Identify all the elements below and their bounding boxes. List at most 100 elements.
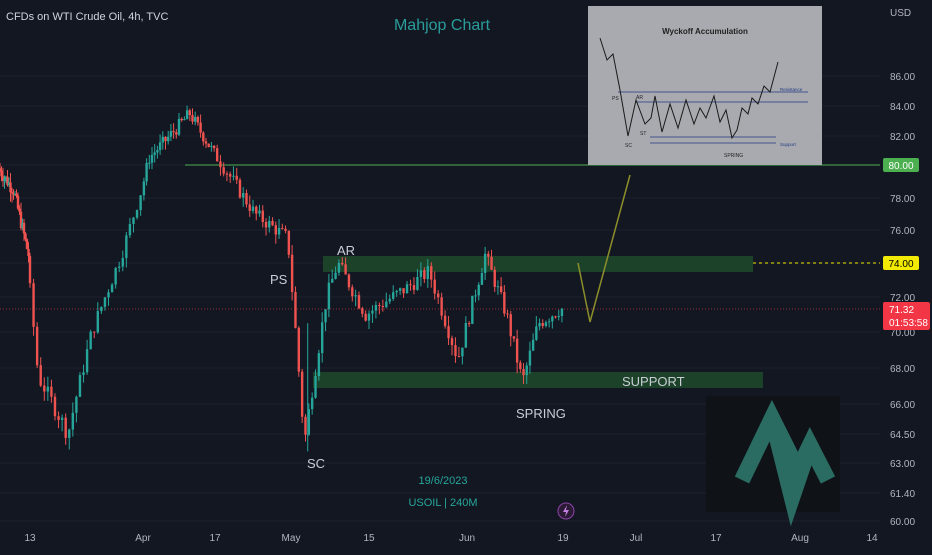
candle-body bbox=[271, 220, 274, 226]
candle-body bbox=[551, 316, 554, 322]
time-tick-label: 14 bbox=[866, 533, 878, 544]
candle-body bbox=[107, 292, 110, 298]
label-date: 19/6/2023 bbox=[419, 475, 468, 487]
candle-body bbox=[4, 176, 8, 179]
candle-body bbox=[557, 316, 560, 317]
candle-body bbox=[60, 417, 64, 420]
candle-body bbox=[423, 270, 426, 280]
candle-body bbox=[268, 220, 271, 228]
candle-body bbox=[337, 263, 341, 273]
candle-body bbox=[528, 350, 532, 366]
candle-body bbox=[317, 353, 321, 377]
level-74-badge bbox=[883, 256, 919, 270]
candle-body bbox=[158, 142, 162, 151]
candle-body bbox=[24, 233, 27, 240]
price-tick-label: 60.00 bbox=[890, 517, 915, 528]
candle-body bbox=[341, 263, 344, 265]
price-tick-label: 64.50 bbox=[890, 430, 915, 441]
candle-body bbox=[185, 110, 189, 120]
candle-body bbox=[509, 314, 512, 337]
candle-body bbox=[477, 284, 480, 296]
candle-body bbox=[334, 272, 337, 279]
label-ar: AR bbox=[337, 243, 355, 258]
label-sc: SC bbox=[307, 456, 325, 471]
candle-body bbox=[258, 210, 261, 214]
currency-label: USD bbox=[890, 8, 911, 19]
candle-body bbox=[310, 397, 314, 410]
candle-body bbox=[139, 195, 142, 211]
candle-body bbox=[544, 322, 548, 326]
candle-body bbox=[381, 306, 385, 308]
time-tick-label: 17 bbox=[209, 533, 221, 544]
candle-body bbox=[196, 116, 200, 123]
candle-body bbox=[519, 362, 522, 370]
price-tick-label: 86.00 bbox=[890, 72, 915, 83]
candle-body bbox=[19, 211, 23, 229]
time-tick-label: Jul bbox=[630, 533, 643, 544]
price-tick-label: 72.00 bbox=[890, 293, 915, 304]
candle-body bbox=[251, 206, 255, 211]
symbol-title: CFDs on WTI Crude Oil, 4h, TVC bbox=[6, 11, 168, 23]
candle-body bbox=[294, 291, 297, 328]
candle-body bbox=[493, 269, 496, 287]
projection-path bbox=[577, 174, 631, 323]
candle-body bbox=[547, 321, 551, 323]
candle-body bbox=[161, 136, 164, 143]
inset-label-st: ST bbox=[640, 131, 646, 137]
candle-body bbox=[531, 339, 535, 351]
time-tick-label: May bbox=[282, 533, 301, 544]
candle-body bbox=[416, 276, 419, 290]
candle-body bbox=[210, 145, 213, 147]
price-axis[interactable]: USD 86.00 84.00 82.00 78.00 76.00 72.00 70.00 6… bbox=[880, 0, 932, 550]
candle-body bbox=[304, 416, 307, 435]
candle-body bbox=[188, 110, 191, 115]
candle-body bbox=[118, 266, 121, 268]
inset-label-ps: PS bbox=[612, 96, 619, 102]
candle-body bbox=[426, 266, 429, 280]
candle-body bbox=[222, 167, 225, 174]
candle-body bbox=[430, 266, 433, 280]
candle-body bbox=[284, 228, 287, 231]
candle-body bbox=[471, 295, 474, 324]
candle-body bbox=[261, 210, 264, 222]
candle-body bbox=[64, 417, 67, 438]
time-tick-label: Apr bbox=[135, 533, 151, 544]
candle-body bbox=[300, 371, 304, 417]
candle-body bbox=[57, 416, 60, 420]
price-tick-label: 70.00 bbox=[890, 328, 915, 339]
candle-body bbox=[554, 316, 557, 318]
candle-body bbox=[378, 305, 381, 307]
time-axis[interactable]: 13 Apr 17 May 15 Jun 19 Jul 17 Aug 14 bbox=[24, 533, 878, 544]
ar-resistance-zone bbox=[323, 256, 753, 272]
inset-label-ar: AR bbox=[636, 95, 643, 101]
lightning-icon[interactable] bbox=[557, 502, 575, 520]
candle-body bbox=[238, 179, 242, 198]
candle-body bbox=[50, 386, 53, 397]
candle-body bbox=[18, 208, 21, 212]
candle-body bbox=[374, 305, 378, 311]
time-tick-label: 13 bbox=[24, 533, 36, 544]
inset-title: Wyckoff Accumulation bbox=[662, 27, 748, 36]
candle-body bbox=[39, 365, 42, 386]
candle-body bbox=[13, 193, 17, 195]
candle-body bbox=[385, 301, 388, 308]
candle-body bbox=[235, 175, 238, 180]
candle-body bbox=[405, 284, 409, 294]
candle-body bbox=[314, 376, 317, 398]
candle-body bbox=[351, 287, 354, 297]
candle-body bbox=[89, 331, 92, 350]
label-ticker: USOIL | 240M bbox=[408, 497, 477, 509]
candle-body bbox=[347, 274, 351, 288]
candle-body bbox=[232, 175, 235, 177]
candle-body bbox=[103, 297, 107, 307]
candle-body bbox=[388, 298, 391, 302]
candle-body bbox=[454, 345, 457, 357]
candle-body bbox=[483, 253, 487, 273]
candle-body bbox=[183, 119, 186, 121]
candle-body bbox=[25, 239, 29, 249]
candle-body bbox=[398, 288, 402, 291]
candle-body bbox=[371, 310, 374, 314]
candle-body bbox=[9, 182, 12, 193]
